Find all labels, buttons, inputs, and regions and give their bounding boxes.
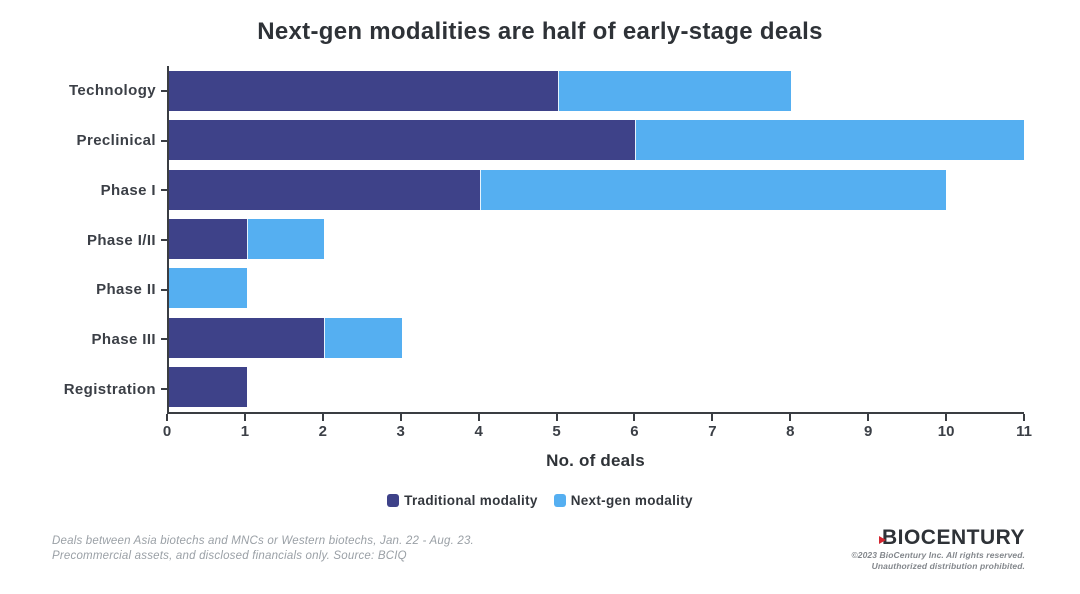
legend-label: Traditional modality bbox=[404, 493, 538, 508]
chart-row bbox=[169, 66, 1024, 115]
y-tick bbox=[161, 89, 167, 92]
x-tick bbox=[1023, 414, 1025, 421]
x-axis-title: No. of deals bbox=[546, 451, 645, 470]
x-tick bbox=[789, 414, 792, 421]
x-tick bbox=[945, 414, 948, 421]
y-tick bbox=[161, 338, 167, 341]
legend-item-nextgen: Next-gen modality bbox=[553, 493, 693, 508]
x-tick bbox=[555, 414, 558, 421]
category-label: Phase II bbox=[0, 265, 167, 315]
x-tick-label: 3 bbox=[396, 423, 405, 440]
bar-segment-traditional[interactable] bbox=[169, 367, 247, 408]
stacked-bar bbox=[169, 70, 1024, 111]
plot-area bbox=[167, 66, 1024, 414]
logo-red-arrow-icon bbox=[878, 536, 886, 544]
y-tick bbox=[161, 139, 167, 142]
chart-row bbox=[169, 214, 1024, 263]
source-note-line1: Deals between Asia biotechs and MNCs or … bbox=[52, 535, 474, 547]
category-label: Phase III bbox=[0, 315, 167, 365]
y-tick bbox=[161, 288, 167, 291]
chart-row bbox=[169, 264, 1024, 313]
category-label-text: Technology bbox=[68, 82, 156, 100]
x-tick bbox=[321, 414, 324, 421]
category-label-text: Phase I/II bbox=[86, 231, 156, 249]
x-tick-label: 10 bbox=[937, 423, 955, 440]
biocentury-logo: BIOCENTURY bbox=[878, 526, 1025, 550]
category-label-text: Phase I bbox=[100, 181, 156, 199]
branding-block: BIOCENTURY ©2023 BioCentury Inc. All rig… bbox=[851, 526, 1025, 571]
legend: Traditional modality Next-gen modality bbox=[0, 493, 1080, 508]
y-tick bbox=[161, 189, 167, 192]
x-tick-label: 5 bbox=[552, 423, 561, 440]
x-tick-label: 1 bbox=[240, 423, 250, 440]
x-tick bbox=[867, 414, 870, 421]
stacked-bar bbox=[169, 169, 1024, 210]
category-label-text: Phase III bbox=[91, 330, 156, 348]
y-tick bbox=[161, 239, 167, 242]
bar-segment-traditional[interactable] bbox=[169, 120, 636, 161]
copyright-line1: ©2023 BioCentury Inc. All rights reserve… bbox=[851, 550, 1025, 560]
stacked-bar bbox=[169, 120, 1024, 161]
bar-segment-traditional[interactable] bbox=[169, 169, 480, 210]
chart-row bbox=[169, 165, 1024, 214]
x-tick-label: 2 bbox=[318, 423, 327, 440]
x-tick-label: 8 bbox=[786, 423, 795, 440]
category-label-text: Registration bbox=[63, 380, 156, 398]
bar-segment-nextgen[interactable] bbox=[557, 70, 791, 111]
bar-segment-traditional[interactable] bbox=[169, 317, 325, 358]
y-tick bbox=[161, 388, 167, 391]
bar-segment-nextgen[interactable] bbox=[324, 317, 403, 358]
logo-text: BIOCENTURY bbox=[881, 526, 1025, 549]
x-tick-label: 6 bbox=[630, 423, 639, 440]
source-note: Deals between Asia biotechs and MNCs or … bbox=[52, 534, 474, 564]
source-note-line2: Precommercial assets, and disclosed fina… bbox=[52, 550, 407, 562]
x-tick bbox=[243, 414, 246, 421]
chart-row bbox=[169, 363, 1024, 412]
bar-segment-nextgen[interactable] bbox=[635, 120, 1024, 161]
category-label: Registration bbox=[0, 364, 167, 414]
legend-label: Next-gen modality bbox=[570, 493, 693, 508]
chart-row bbox=[169, 313, 1024, 362]
x-tick bbox=[633, 414, 636, 421]
stacked-bar bbox=[169, 317, 1024, 358]
legend-item-traditional: Traditional modality bbox=[387, 493, 538, 508]
x-tick-label: 11 bbox=[1016, 423, 1032, 440]
category-label: Technology bbox=[0, 66, 167, 116]
category-label-text: Preclinical bbox=[76, 132, 156, 150]
bar-segment-traditional[interactable] bbox=[169, 70, 558, 111]
category-label: Preclinical bbox=[0, 116, 167, 166]
bar-segment-nextgen[interactable] bbox=[479, 169, 947, 210]
copyright-line2: Unauthorized distribution prohibited. bbox=[871, 560, 1025, 571]
x-tick bbox=[166, 414, 168, 421]
legend-swatch-nextgen bbox=[553, 494, 566, 507]
bar-segment-nextgen[interactable] bbox=[169, 268, 247, 309]
legend-swatch-traditional bbox=[387, 494, 400, 507]
x-ticks bbox=[166, 414, 1025, 422]
y-axis-labels: Technology Preclinical Phase I Phase I/II Ph… bbox=[0, 66, 167, 414]
x-tick-label: 9 bbox=[864, 423, 873, 440]
x-tick bbox=[711, 414, 714, 421]
x-tick-label: 0 bbox=[162, 423, 172, 440]
category-label: Phase I bbox=[0, 165, 167, 215]
chart-title: Next-gen modalities are half of early-st… bbox=[257, 18, 823, 45]
chart-row bbox=[169, 115, 1024, 164]
x-tick-label: 4 bbox=[474, 423, 483, 440]
category-label: Phase I/II bbox=[0, 215, 167, 265]
x-tick bbox=[399, 414, 402, 421]
x-tick bbox=[477, 414, 480, 421]
x-tick-label: 7 bbox=[708, 423, 717, 440]
stacked-bar bbox=[169, 268, 1024, 309]
bar-segment-traditional[interactable] bbox=[169, 218, 247, 259]
x-tick-labels: 0 1 2 3 4 5 6 7 8 9 10 11 bbox=[163, 423, 1032, 441]
stacked-bar bbox=[169, 367, 1024, 408]
stacked-bar bbox=[169, 218, 1024, 259]
bar-segment-nextgen[interactable] bbox=[246, 218, 325, 259]
category-label-text: Phase II bbox=[96, 281, 156, 299]
